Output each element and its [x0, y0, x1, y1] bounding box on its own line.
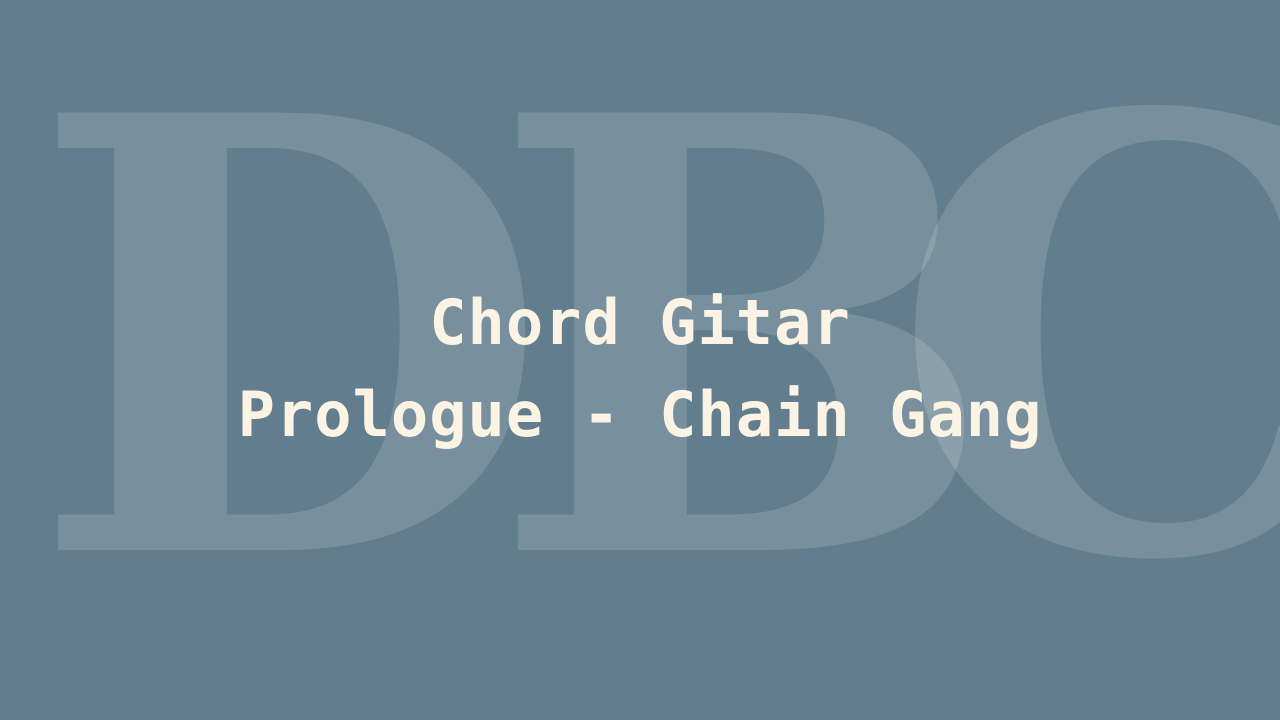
title-line-1: Chord Gitar — [429, 286, 851, 359]
title-block: Chord Gitar Prologue - Chain Gang — [0, 277, 1280, 461]
watermark-letter-d: D — [30, 0, 551, 692]
title-line-2: Prologue - Chain Gang — [237, 378, 1043, 451]
watermark-letter-c: C — [890, 0, 1280, 692]
watermark-letter-b: B — [490, 0, 998, 692]
